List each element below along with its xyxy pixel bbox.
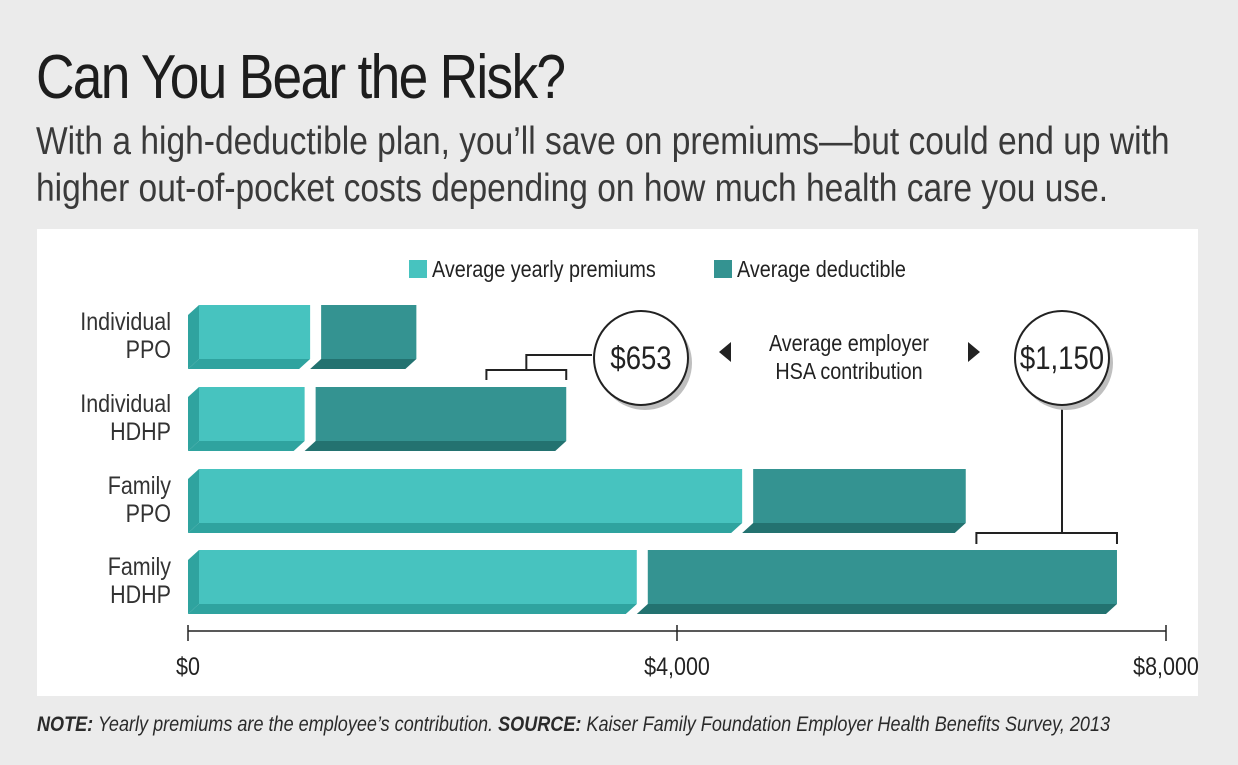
annotation-label-line1: Average employer: [769, 331, 929, 357]
note-text: Yearly premiums are the employee’s contr…: [97, 713, 494, 736]
source-label: SOURCE:: [498, 713, 582, 736]
hsa-bracket-individual: [485, 369, 568, 380]
page-subtitle: With a high-deductible plan, you’ll save…: [36, 120, 1170, 210]
bar-bevel-bottom: [742, 523, 966, 533]
category-label: Family: [108, 552, 172, 580]
category-label: HDHP: [110, 580, 171, 608]
bar-bevel-left: [188, 387, 199, 451]
annotation-label-line2: HSA contribution: [775, 359, 922, 385]
source-text: Kaiser Family Foundation Employer Health…: [586, 713, 1111, 736]
bar-segment: [315, 387, 567, 441]
category-label: Family: [108, 471, 172, 499]
category-label: Individual: [80, 307, 171, 335]
callout-circle-1150: [1014, 310, 1110, 406]
note-label: NOTE:: [37, 713, 94, 736]
bar-bevel-left: [188, 305, 199, 369]
bar-bevel-left: [188, 550, 199, 614]
hsa-bracket-family: [975, 532, 1118, 544]
legend-swatch-1: [714, 260, 732, 278]
bar-bevel-bottom: [304, 441, 567, 451]
hsa-leader-individual: [525, 354, 592, 370]
callout-circle-653: [593, 310, 689, 406]
bar-bevel-bottom: [188, 604, 637, 614]
chart-panel: Average yearly premiums Average deductibl…: [37, 229, 1198, 696]
arrow-left-icon: [719, 342, 731, 362]
legend-label-0: Average yearly premiums: [432, 257, 656, 283]
bar-bevel-bottom: [636, 604, 1117, 614]
bar-bevel-left: [188, 469, 199, 533]
footnote: NOTE: Yearly premiums are the employee’s…: [37, 713, 1110, 737]
x-tick-label: $0: [176, 652, 200, 680]
category-label: HDHP: [110, 417, 171, 445]
arrow-right-icon: [968, 342, 980, 362]
bar-bevel-bottom: [310, 359, 417, 369]
page-title: Can You Bear the Risk?: [36, 43, 566, 112]
bar-segment: [199, 305, 311, 359]
category-label: PPO: [126, 499, 171, 527]
stacked-bar-chart: Average yearly premiums Average deductibl…: [80, 257, 1198, 681]
callout-label-653: $653: [610, 341, 671, 376]
bar-segment: [753, 469, 966, 523]
bar-segment: [199, 387, 305, 441]
bar-bevel-bottom: [188, 523, 743, 533]
category-label: Individual: [80, 389, 171, 417]
bar-bevel-bottom: [188, 441, 305, 451]
x-tick-label: $4,000: [644, 652, 710, 680]
x-tick-label: $8,000: [1133, 652, 1198, 680]
bar-segment: [647, 550, 1117, 604]
legend-label-1: Average deductible: [737, 257, 906, 283]
callout-label-1150: $1,150: [1020, 341, 1104, 376]
legend-swatch-0: [409, 260, 427, 278]
bar-segment: [321, 305, 417, 359]
bar-bevel-bottom: [188, 359, 311, 369]
bar-segment: [199, 469, 743, 523]
category-label: PPO: [126, 335, 171, 363]
bar-segment: [199, 550, 637, 604]
